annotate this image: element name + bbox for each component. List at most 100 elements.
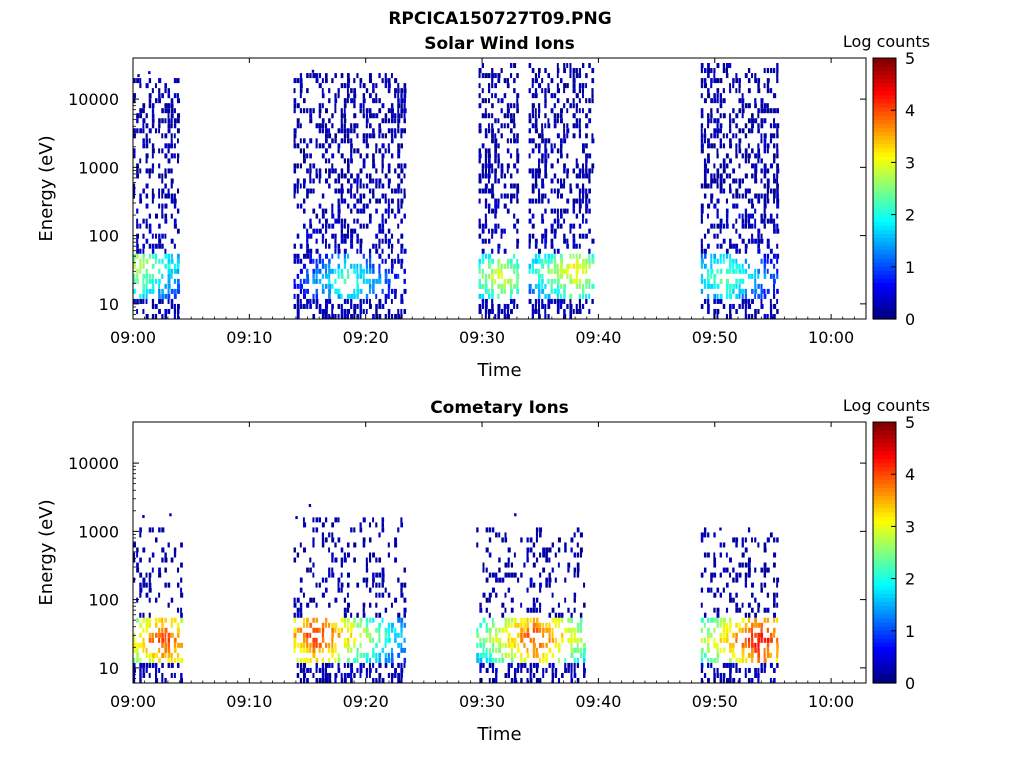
- heatmap-cell: [378, 178, 382, 184]
- heatmap-cell: [738, 627, 742, 633]
- colorbar-tick-label: 2: [905, 570, 915, 589]
- heatmap-cell: [161, 672, 164, 678]
- heatmap-cell: [776, 128, 779, 134]
- heatmap-cell: [713, 617, 717, 623]
- heatmap-cell: [578, 118, 581, 124]
- heatmap-cell: [576, 637, 580, 643]
- colorbar-segment: [873, 430, 896, 435]
- heatmap-cell: [343, 223, 346, 229]
- heatmap-cell: [716, 587, 720, 593]
- heatmap-cell: [732, 168, 736, 174]
- heatmap-cell: [557, 547, 561, 553]
- heatmap-cell: [503, 123, 506, 129]
- heatmap-cell: [585, 143, 588, 149]
- heatmap-cell: [776, 193, 779, 199]
- heatmap-cell: [381, 527, 385, 533]
- heatmap-cell: [550, 78, 554, 84]
- colorbar-tick-label: 5: [905, 49, 915, 68]
- heatmap-cell: [538, 313, 541, 319]
- heatmap-cell: [551, 627, 554, 633]
- heatmap-cell: [532, 607, 536, 613]
- y-tick-label: 10000: [68, 90, 119, 109]
- heatmap-cell: [573, 532, 576, 538]
- colorbar-segment: [873, 454, 896, 460]
- heatmap-cell: [142, 617, 146, 623]
- heatmap-cell: [563, 268, 567, 274]
- heatmap-cell: [346, 657, 350, 663]
- heatmap-cell: [334, 133, 338, 139]
- heatmap-cell: [531, 268, 534, 274]
- heatmap-cell: [484, 278, 488, 284]
- heatmap-cell: [136, 168, 139, 174]
- heatmap-cell: [368, 522, 372, 528]
- colorbar-segment: [873, 617, 896, 623]
- heatmap-cell: [491, 183, 494, 189]
- heatmap-cell: [321, 223, 324, 229]
- heatmap-cell: [760, 622, 764, 628]
- heatmap-cell: [390, 313, 394, 319]
- heatmap-cell: [151, 527, 154, 533]
- heatmap-cell: [529, 537, 533, 543]
- heatmap-cell: [481, 253, 484, 259]
- heatmap-cell: [744, 672, 747, 678]
- heatmap-cell: [318, 278, 322, 284]
- heatmap-cell: [557, 677, 561, 683]
- heatmap-cell: [553, 113, 557, 119]
- heatmap-cell: [145, 647, 148, 653]
- heatmap-cell: [700, 303, 704, 309]
- colorbar-segment: [873, 540, 896, 545]
- heatmap-cell: [567, 627, 571, 633]
- heatmap-cell: [167, 273, 171, 279]
- heatmap-cell: [760, 213, 763, 219]
- heatmap-cell: [710, 143, 714, 149]
- heatmap-cell: [560, 258, 564, 264]
- heatmap-cell: [365, 118, 369, 124]
- heatmap-cell: [362, 158, 366, 164]
- heatmap-cell: [312, 273, 315, 279]
- heatmap-cell: [516, 148, 519, 154]
- heatmap-cell: [741, 602, 744, 608]
- heatmap-cell: [719, 268, 723, 274]
- heatmap-cell: [350, 123, 353, 129]
- heatmap-cell: [503, 288, 507, 294]
- heatmap-cell: [573, 607, 576, 613]
- heatmap-cell: [151, 283, 155, 289]
- heatmap-cell: [776, 662, 779, 668]
- heatmap-cell: [509, 73, 513, 79]
- heatmap-cell: [572, 73, 575, 79]
- heatmap-cell: [581, 263, 585, 269]
- heatmap-cell: [368, 632, 372, 638]
- heatmap-cell: [763, 293, 767, 299]
- heatmap-cell: [362, 542, 366, 548]
- heatmap-cell: [340, 73, 344, 79]
- heatmap-cell: [302, 632, 306, 638]
- heatmap-cell: [302, 622, 306, 628]
- heatmap-cell: [324, 168, 327, 174]
- heatmap-cell: [747, 667, 751, 673]
- heatmap-cell: [754, 153, 758, 159]
- y-tick-label: 100: [88, 591, 119, 610]
- heatmap-cell: [744, 133, 748, 139]
- heatmap-cell: [732, 642, 735, 648]
- heatmap-cell: [296, 298, 300, 304]
- heatmap-cell: [397, 208, 401, 214]
- heatmap-cell: [516, 183, 520, 189]
- heatmap-cell: [318, 113, 322, 119]
- heatmap-cell: [713, 557, 717, 563]
- heatmap-cell: [564, 657, 567, 663]
- heatmap-cell: [145, 283, 148, 289]
- heatmap-cell: [776, 123, 780, 129]
- heatmap-cell: [760, 258, 763, 264]
- heatmap-cell: [334, 627, 337, 633]
- heatmap-cell: [766, 567, 770, 573]
- heatmap-cell: [744, 612, 747, 618]
- heatmap-cell: [528, 243, 531, 249]
- heatmap-cell: [299, 607, 303, 613]
- heatmap-cell: [158, 238, 162, 244]
- heatmap-cell: [710, 173, 713, 179]
- heatmap-cell: [372, 133, 376, 139]
- heatmap-cell: [769, 532, 773, 538]
- heatmap-cell: [318, 517, 321, 523]
- heatmap-cell: [328, 88, 331, 94]
- heatmap-cell: [529, 662, 532, 668]
